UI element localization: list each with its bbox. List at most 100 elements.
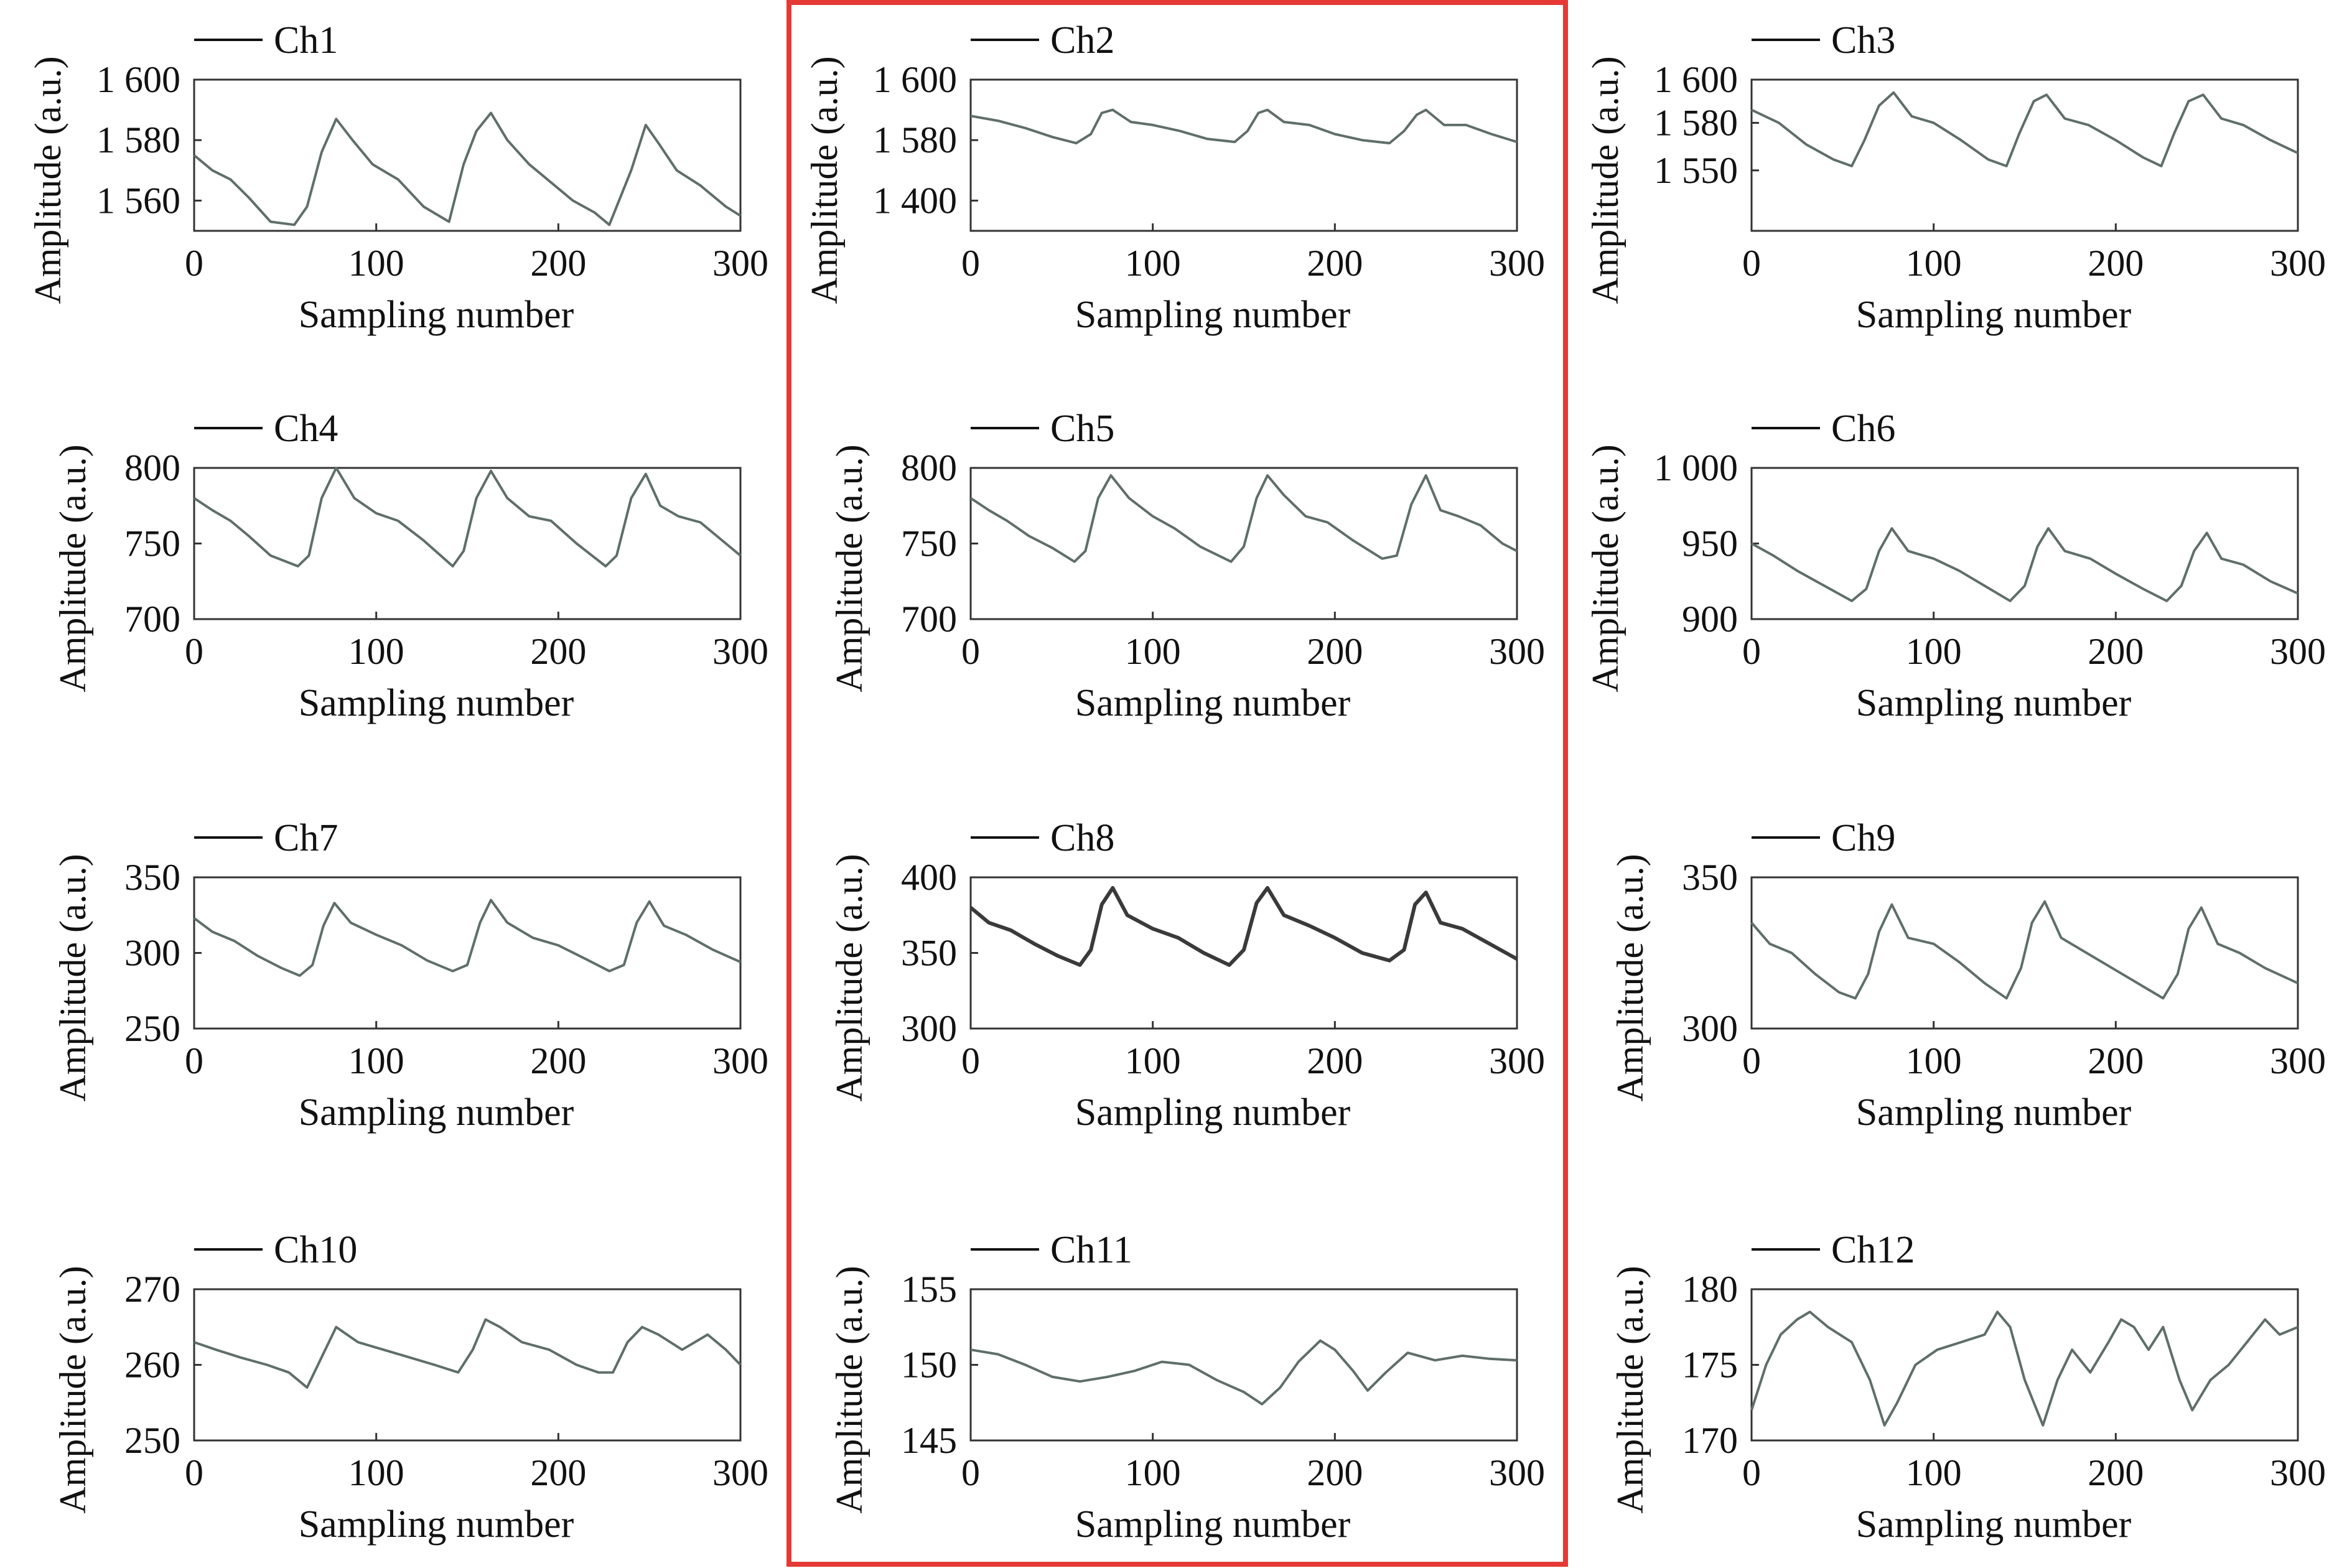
legend-label: Ch9 (1831, 817, 1895, 859)
x-tick-label: 100 (1906, 1452, 1962, 1493)
legend-label: Ch8 (1050, 817, 1114, 859)
data-line-ch4 (193, 467, 742, 567)
data-line-ch6 (1751, 527, 2298, 602)
x-tick-label: 300 (2270, 631, 2326, 672)
data-line-ch2 (970, 108, 1518, 145)
y-tick-label: 155 (901, 1269, 957, 1310)
legend-label: Ch11 (1050, 1229, 1132, 1271)
x-tick-label: 0 (185, 1040, 203, 1081)
y-tick-label: 1 550 (1654, 150, 1738, 191)
plot-frame (193, 876, 742, 1030)
y-tick-label: 700 (901, 599, 957, 640)
x-tick-label: 100 (348, 1452, 404, 1493)
y-tick-label: 350 (901, 933, 957, 974)
x-axis-label: Sampling number (1075, 682, 1351, 724)
plot-frame (1750, 876, 2299, 1030)
y-tick-label: 1 600 (873, 59, 957, 100)
y-tick-label: 950 (1682, 523, 1738, 564)
x-tick-label: 300 (712, 1040, 768, 1081)
subplot-ch6: 0 100 200 300 900 950 1 000 Sampling number Ampl… (1585, 408, 2326, 724)
highlight-box (786, 0, 1568, 1567)
y-tick-label: 250 (124, 1008, 180, 1049)
subplot-ch5: 0 100 200 300 700 750 800 Sampling number Amplit… (829, 408, 1545, 724)
y-tick-label: 180 (1682, 1269, 1738, 1310)
y-tick-label: 175 (1682, 1345, 1738, 1386)
subplot-ch8: 0 100 200 300 300 350 400 Sampling number Amplit… (829, 817, 1545, 1134)
x-tick-label: 100 (1125, 631, 1181, 672)
x-tick-label: 300 (1489, 243, 1545, 284)
y-tick-label: 800 (901, 447, 957, 488)
x-tick-label: 300 (1489, 631, 1545, 672)
x-axis-label: Sampling number (299, 682, 574, 724)
x-tick-label: 200 (530, 1452, 586, 1493)
data-line-ch8 (969, 886, 1518, 967)
y-axis-label: Amplitude (a.u.) (1610, 1266, 1651, 1513)
x-tick-label: 300 (2270, 1452, 2326, 1493)
x-tick-label: 300 (712, 243, 768, 284)
x-tick-label: 300 (2270, 1040, 2326, 1081)
y-tick-label: 350 (124, 857, 180, 898)
y-tick-label: 800 (124, 447, 180, 488)
x-axis-label: Sampling number (299, 1503, 574, 1546)
legend-label: Ch1 (274, 19, 338, 62)
y-tick-label: 250 (124, 1420, 180, 1461)
x-tick-label: 200 (530, 243, 586, 284)
x-axis-label: Sampling number (1856, 682, 2132, 724)
data-line-ch3 (1751, 91, 2298, 167)
x-tick-label: 200 (1307, 1040, 1363, 1081)
data-line-ch11 (970, 1339, 1518, 1406)
y-axis-label: Amplitude (a.u.) (1585, 444, 1626, 692)
plot-frame (1750, 1288, 2299, 1442)
legend-label: Ch7 (274, 817, 338, 859)
x-tick-label: 300 (2270, 243, 2326, 284)
subplot-ch10: 0 100 200 300 250 260 270 Sampling number Amplit… (52, 1229, 768, 1546)
y-axis-label: Amplitude (a.u.) (829, 854, 870, 1101)
x-tick-label: 200 (1307, 631, 1363, 672)
legend-label: Ch4 (274, 408, 338, 450)
y-axis-label: Amplitude (a.u.) (829, 1266, 870, 1513)
x-tick-label: 200 (1307, 1452, 1363, 1493)
x-tick-label: 200 (2088, 243, 2144, 284)
y-tick-label: 1 580 (873, 119, 957, 161)
y-axis-label: Amplitude (a.u.) (52, 444, 93, 692)
plot-frame (1750, 467, 2299, 620)
y-tick-label: 1 560 (96, 180, 180, 221)
x-axis-label: Sampling number (1856, 1091, 2132, 1134)
y-tick-label: 1 400 (873, 180, 957, 221)
x-tick-label: 0 (1742, 631, 1761, 672)
x-tick-label: 100 (1125, 1040, 1181, 1081)
plot-frame (193, 1288, 742, 1442)
y-tick-label: 1 000 (1654, 447, 1738, 488)
y-tick-label: 400 (901, 857, 957, 898)
data-line-ch10 (194, 1318, 742, 1389)
x-tick-label: 0 (961, 1040, 980, 1081)
x-axis-label: Sampling number (1856, 294, 2132, 336)
x-tick-label: 200 (1307, 243, 1363, 284)
plot-frame (969, 1288, 1518, 1442)
legend-label: Ch3 (1831, 19, 1895, 62)
x-tick-label: 0 (1742, 1040, 1761, 1081)
x-tick-label: 100 (1125, 1452, 1181, 1493)
y-tick-label: 170 (1682, 1420, 1738, 1461)
legend-label: Ch6 (1831, 408, 1895, 450)
y-tick-label: 150 (901, 1345, 957, 1386)
x-tick-label: 200 (530, 1040, 586, 1081)
y-axis-label: Amplitude (a.u.) (804, 56, 845, 304)
y-axis-label: Amplitude (a.u.) (52, 854, 93, 1101)
data-line-ch12 (1750, 1310, 2298, 1427)
x-tick-label: 0 (961, 1452, 980, 1493)
y-tick-label: 350 (1682, 857, 1738, 898)
legend-label: Ch10 (274, 1229, 357, 1271)
y-tick-label: 300 (1682, 1008, 1738, 1049)
plot-frame (1750, 78, 2299, 232)
y-tick-label: 145 (901, 1420, 957, 1461)
y-tick-label: 300 (901, 1008, 957, 1049)
subplot-ch9: 0 100 200 300 300 350 Sampling number Amplitude… (1610, 817, 2326, 1134)
x-tick-label: 100 (1906, 1040, 1962, 1081)
legend-label: Ch2 (1050, 19, 1114, 62)
x-tick-label: 100 (348, 243, 404, 284)
x-tick-label: 100 (348, 1040, 404, 1081)
y-axis-label: Amplitude (a.u.) (1585, 56, 1626, 304)
